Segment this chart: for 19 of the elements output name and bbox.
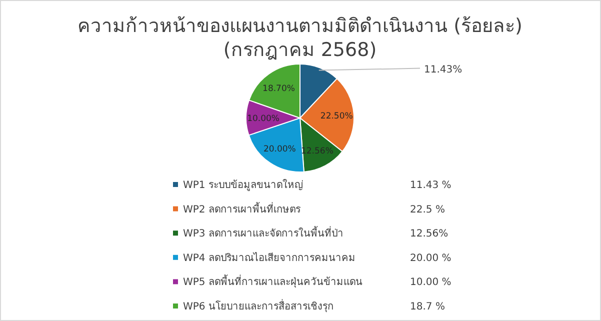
text: 11.43 % [410, 180, 452, 191]
legend-label: WP1 ระบบข้อมูลขนาดใหญ่ [183, 179, 304, 191]
legend-label: WP5 ลดพื้นที่การเผาและฝุ่นควันข้ามแดน [183, 274, 362, 288]
legend-label: WP4 ลดปริมาณไอเสียจากการคมนาคม [183, 252, 356, 264]
data-label: 10.00% [247, 114, 280, 124]
data-label: 18.70% [262, 84, 295, 94]
text: 10.00 % [410, 277, 452, 288]
text: 20.00 % [410, 252, 452, 264]
data-label: 20.00% [263, 144, 296, 155]
legend-label: WP2 ลดการเผาพื้นที่เกษตร [183, 201, 302, 216]
text: 22.5 % [410, 204, 445, 216]
legend-label: WP6 นโยบายและการสื่อสารเชิงรุก [183, 298, 334, 312]
text: 18.7 % [410, 302, 445, 312]
text: 12.56% [410, 228, 448, 240]
chart-subtitle: (กรกฎาคม 2568) [223, 39, 377, 61]
chart-title: ความก้าวหน้าของแผนงานตามมิติดำเนินงาน (ร้อยละ) [78, 15, 522, 37]
data-label: 11.43% [424, 64, 462, 76]
legend-label: WP3 ลดการเผาและจัดการในพื้นที่ป่า [183, 226, 344, 240]
data-label: 22.50% [320, 111, 353, 122]
